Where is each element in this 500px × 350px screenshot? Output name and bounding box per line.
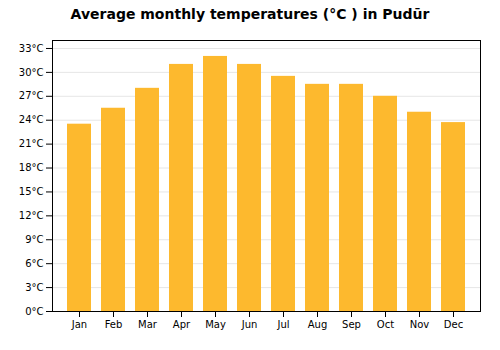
svg-text:Aug: Aug [308,319,328,330]
svg-text:Jan: Jan [71,319,87,330]
svg-text:12°C: 12°C [19,210,44,221]
svg-text:Apr: Apr [173,319,191,330]
svg-text:Nov: Nov [410,319,430,330]
svg-text:Sep: Sep [342,319,361,330]
svg-text:9°C: 9°C [25,234,43,245]
svg-text:15°C: 15°C [19,186,44,197]
svg-text:24°C: 24°C [19,114,44,125]
svg-text:Mar: Mar [138,319,158,330]
svg-text:Oct: Oct [377,319,394,330]
svg-text:30°C: 30°C [19,67,44,78]
svg-text:27°C: 27°C [19,90,44,101]
svg-text:Dec: Dec [444,319,463,330]
svg-text:0°C: 0°C [25,306,43,317]
svg-text:Feb: Feb [105,319,123,330]
svg-text:18°C: 18°C [19,162,44,173]
html-text:Average monthly temperatures (: Average monthly temperatures (°C ) in Pu… [70,6,430,22]
svg-text:Jul: Jul [276,319,289,330]
svg-text:Jun: Jun [241,319,258,330]
svg-text:3°C: 3°C [25,282,43,293]
svg-text:May: May [205,319,226,330]
svg-text:33°C: 33°C [19,43,44,54]
svg-text:21°C: 21°C [19,138,44,149]
svg-text:6°C: 6°C [25,258,43,269]
